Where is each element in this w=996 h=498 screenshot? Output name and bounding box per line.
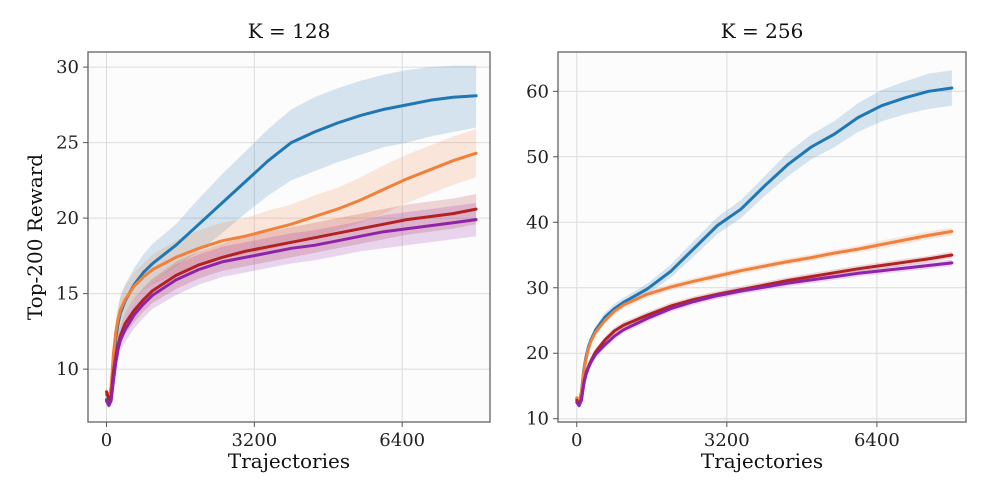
series-orange-band [106, 129, 477, 403]
plot-area [88, 52, 490, 422]
series-orange-line [105, 151, 478, 400]
y-tick-label: 20 [56, 208, 79, 229]
x-tick-label: 3200 [704, 430, 750, 451]
series-blue-band [576, 70, 952, 405]
y-tick-label: 60 [526, 81, 549, 102]
plot-area [558, 52, 966, 422]
y-tick-label: 25 [56, 133, 79, 154]
series-purple-line [105, 218, 478, 407]
y-tick-label: 30 [526, 278, 549, 299]
x-tick-label: 6400 [854, 430, 900, 451]
subplot-k128: 0 3200 6400 10 15 20 25 30 K = 128 Trajectories To… [23, 19, 491, 473]
series-purple-line [575, 261, 954, 408]
y-axis-label: Top-200 Reward [23, 154, 47, 320]
series-orange-line [575, 229, 954, 405]
chart-title: K = 256 [721, 19, 804, 43]
y-tick-label: 10 [526, 409, 549, 430]
x-axis-label: Trajectories [701, 449, 823, 473]
series-red-band [576, 251, 952, 407]
y-tick-label: 10 [56, 359, 79, 380]
subplot-k256: 0 3200 6400 10 20 30 40 50 60 K = 256 Trajectories [526, 19, 967, 473]
axes-frame [87, 51, 491, 423]
x-tick-label: 0 [571, 430, 582, 451]
y-tick-label: 30 [56, 57, 79, 78]
y-tick-label: 40 [526, 212, 549, 233]
x-axis-label: Trajectories [228, 449, 350, 473]
y-tick-label: 50 [526, 147, 549, 168]
x-tick-label: 3200 [231, 430, 277, 451]
series-purple-band [576, 259, 952, 409]
y-tick-label: 20 [526, 343, 549, 364]
x-tick-label: 0 [101, 430, 112, 451]
series-orange-band [576, 227, 952, 406]
axes-frame [557, 51, 967, 423]
y-tick-label: 15 [56, 284, 79, 305]
chart-title: K = 128 [248, 19, 331, 43]
x-tick-label: 6400 [379, 430, 425, 451]
